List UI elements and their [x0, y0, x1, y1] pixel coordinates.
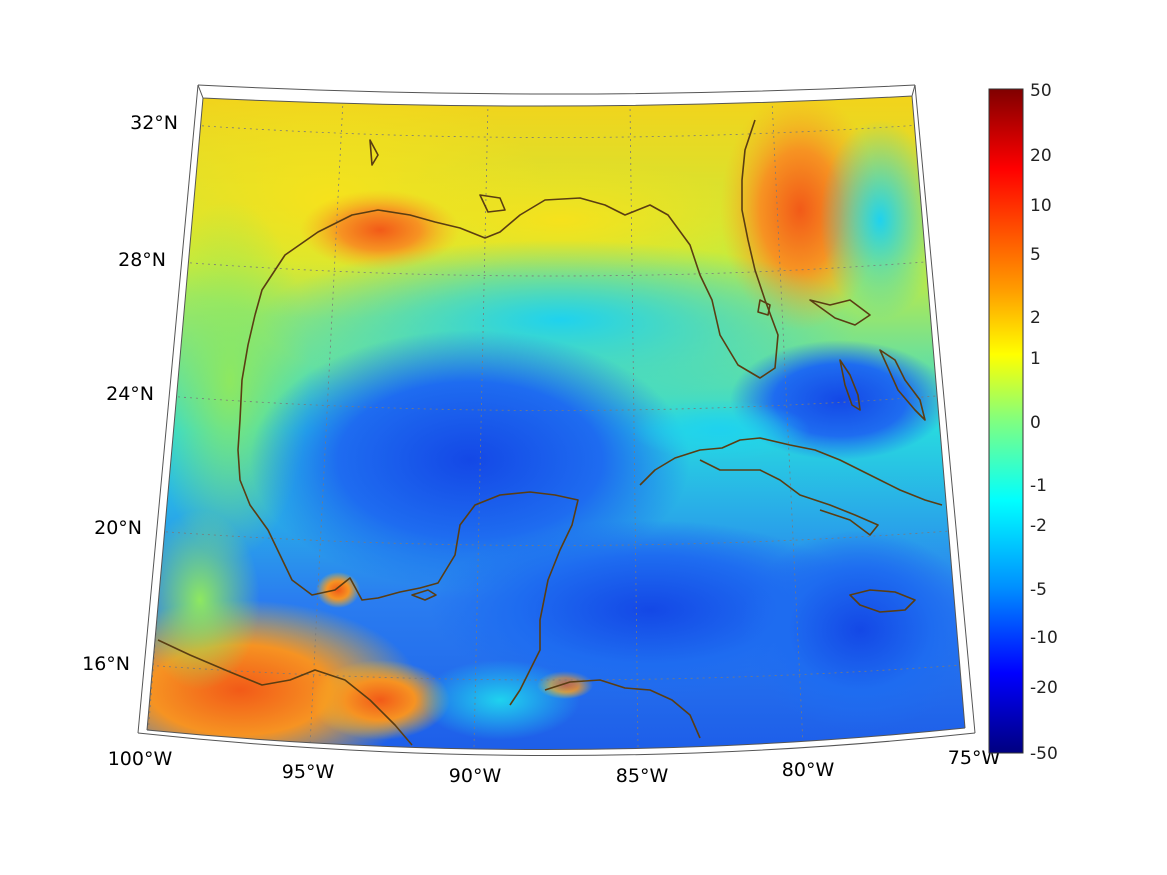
map-frame: [137, 84, 976, 756]
colorbar-tick-label: -2: [1030, 516, 1047, 536]
lon-label-75w: 75°W: [948, 747, 1001, 769]
colorbar-tick-label: -20: [1030, 678, 1058, 698]
lat-label-28: 28°N: [118, 249, 166, 271]
longitude-labels: 100°W 95°W 90°W 85°W 80°W 75°W: [108, 747, 1001, 787]
lon-label-90w: 90°W: [449, 765, 502, 787]
lat-label-16: 16°N: [82, 653, 130, 675]
colorbar-tick-label: 20: [1030, 146, 1052, 166]
map-field: [147, 96, 965, 750]
lon-label-95w: 95°W: [282, 761, 335, 783]
lat-label-20: 20°N: [94, 517, 142, 539]
colorbar-tick-label: 10: [1030, 196, 1052, 216]
lat-label-32: 32°N: [130, 112, 178, 134]
colorbar-tick-label: -50: [1030, 744, 1058, 764]
colorbar-tick-label: 0: [1030, 413, 1041, 433]
coastlines: [157, 119, 943, 746]
colorbar-gradient: [988, 88, 1024, 754]
lon-label-85w: 85°W: [616, 765, 669, 787]
colorbar-tick-label: -1: [1030, 476, 1047, 496]
lon-label-100w: 100°W: [108, 748, 173, 770]
colorbar-tick-label: 1: [1030, 349, 1041, 369]
colorbar-tick-label: 2: [1030, 308, 1041, 328]
lat-label-24: 24°N: [106, 383, 154, 405]
colorbar-tick-label: -5: [1030, 580, 1047, 600]
colorbar-tick-label: 50: [1030, 81, 1052, 101]
colorbar-tick-label: 5: [1030, 245, 1041, 265]
colorbar-tick-label: -10: [1030, 628, 1058, 648]
latitude-labels: 32°N 28°N 24°N 20°N 16°N: [82, 112, 178, 675]
lon-label-80w: 80°W: [782, 759, 835, 781]
